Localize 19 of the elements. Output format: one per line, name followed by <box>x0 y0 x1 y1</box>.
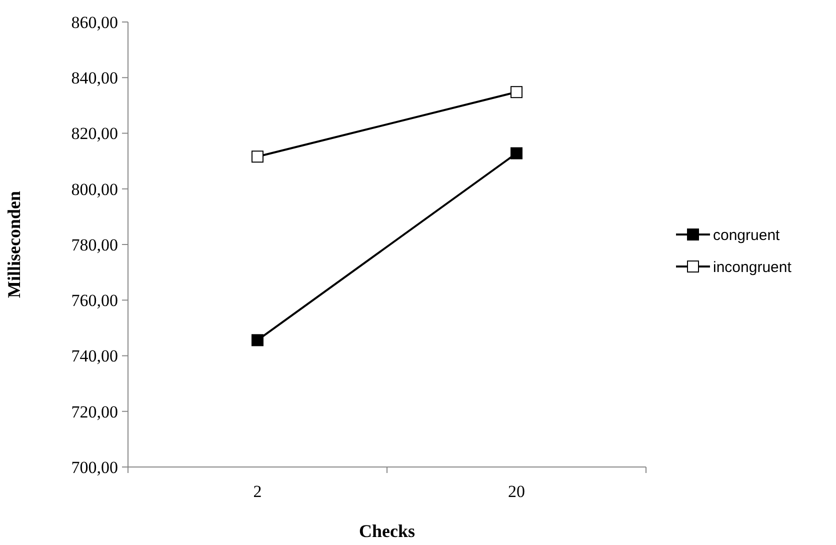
point <box>252 150 264 163</box>
legend-label: congruent <box>713 226 781 244</box>
y-tick-label: 800,00 <box>71 180 118 199</box>
y-tick-label: 720,00 <box>71 402 118 422</box>
y-tick-label: 780,00 <box>71 235 118 254</box>
x-tick-label: 2 <box>253 482 262 501</box>
y-axis-title: Milliseconden <box>4 191 24 298</box>
point <box>510 86 522 98</box>
y-tick-label: 860,00 <box>71 12 118 32</box>
y-tick-label: 820,00 <box>71 124 118 144</box>
legend-label: incongruent <box>713 258 792 276</box>
x-tick-label: 20 <box>508 482 525 501</box>
point <box>510 147 522 160</box>
y-tick-label: 760,00 <box>71 291 118 310</box>
point <box>252 334 264 346</box>
y-tick-label: 700,00 <box>71 458 118 477</box>
x-axis-title: Checks <box>358 521 416 541</box>
y-tick-label: 740,00 <box>71 346 118 366</box>
y-tick-label: 840,00 <box>71 68 118 88</box>
